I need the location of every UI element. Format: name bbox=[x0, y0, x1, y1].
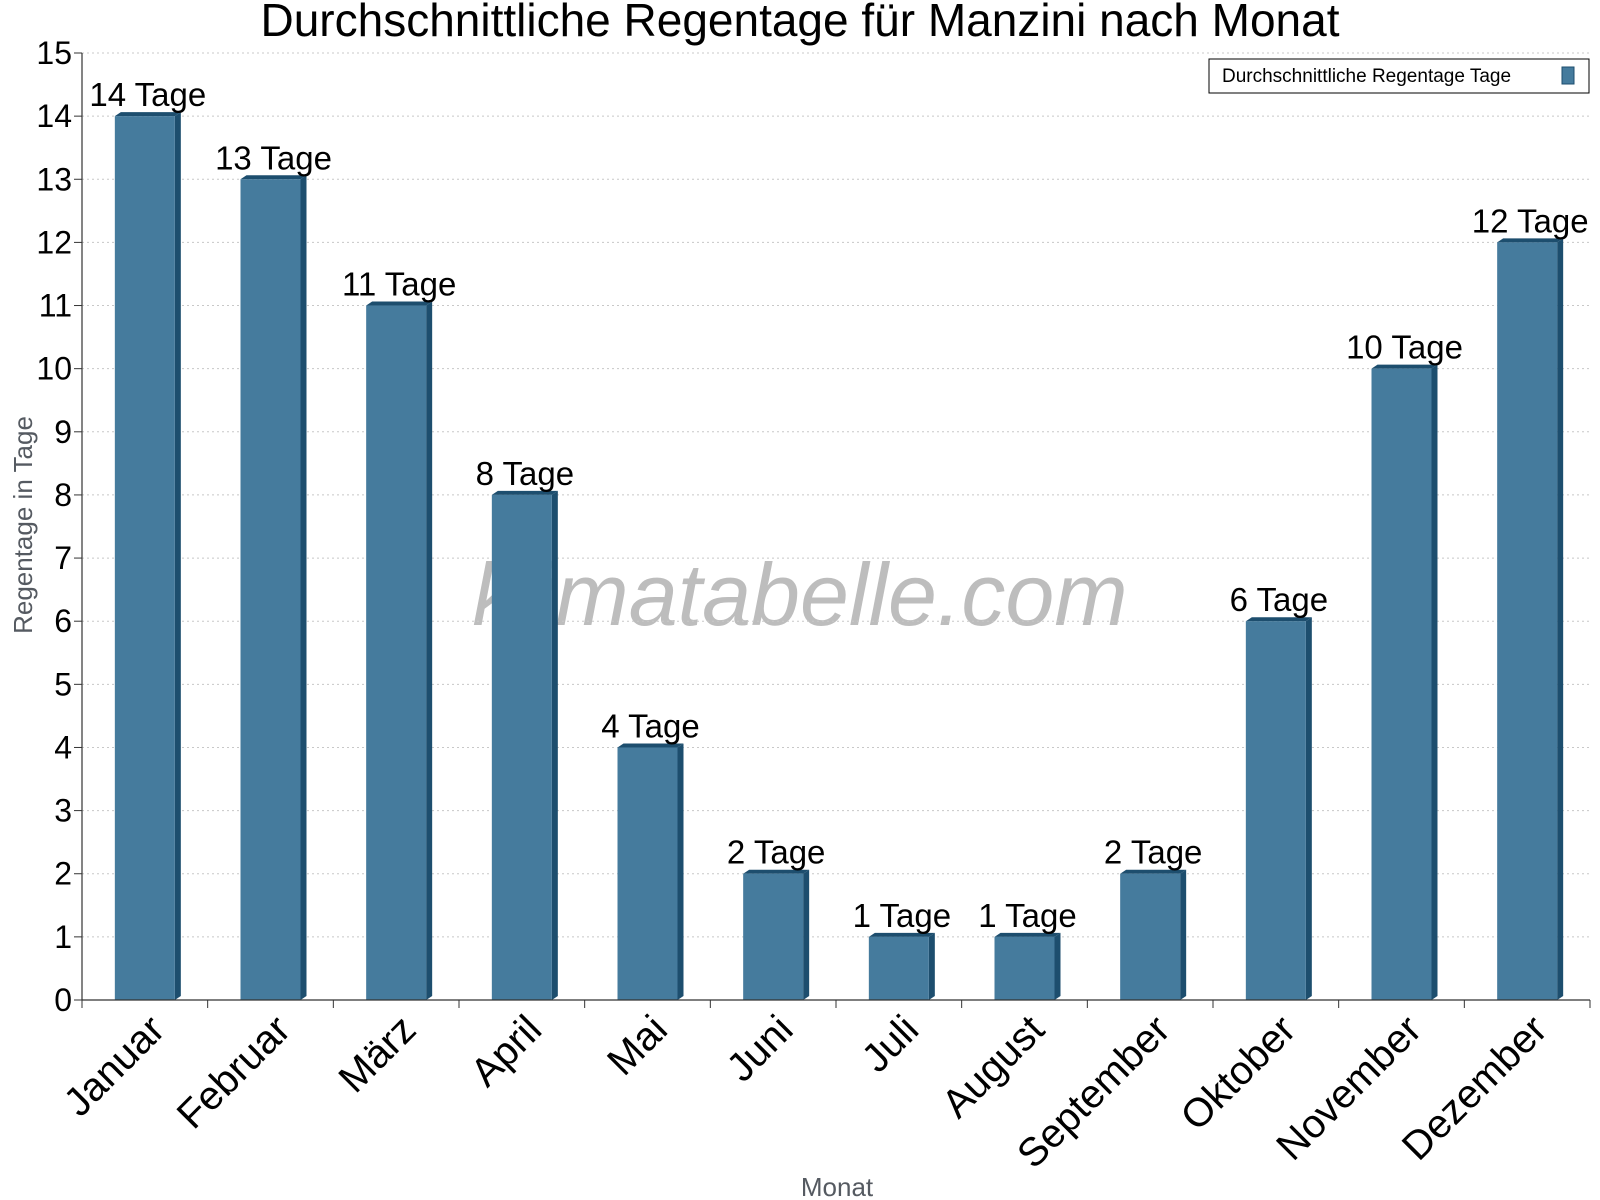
data-label: 4 Tage bbox=[601, 707, 699, 744]
bar bbox=[114, 116, 175, 1001]
bar bbox=[1245, 621, 1306, 1000]
y-tick-label: 4 bbox=[54, 729, 72, 765]
y-tick-label: 5 bbox=[54, 666, 72, 702]
bar-top bbox=[1245, 617, 1312, 622]
data-label: 8 Tage bbox=[476, 455, 574, 492]
y-tick-label: 12 bbox=[36, 224, 72, 260]
y-tick-label: 6 bbox=[54, 603, 72, 639]
bar-top bbox=[240, 175, 307, 180]
legend: Durchschnittliche Regentage Tage bbox=[1208, 58, 1590, 94]
bar-side bbox=[1180, 869, 1187, 1000]
y-tick-label: 1 bbox=[54, 919, 72, 955]
bar-top bbox=[1120, 869, 1187, 874]
bar-side bbox=[174, 112, 181, 1001]
data-label: 12 Tage bbox=[1472, 202, 1589, 239]
legend-box bbox=[1208, 58, 1590, 94]
data-label: 14 Tage bbox=[89, 76, 206, 113]
bar-side bbox=[1431, 364, 1438, 1001]
x-tick-label: Februar bbox=[169, 1007, 299, 1137]
data-label: 2 Tage bbox=[1104, 834, 1202, 871]
y-tick-label: 14 bbox=[36, 98, 72, 134]
data-label: 2 Tage bbox=[727, 834, 825, 871]
bar-side bbox=[1305, 617, 1312, 1000]
x-tick-label: Januar bbox=[56, 1007, 174, 1125]
bar bbox=[617, 747, 678, 1000]
x-tick-label: Juli bbox=[854, 1007, 928, 1081]
bar-top bbox=[868, 932, 935, 937]
bar-top bbox=[1371, 364, 1438, 369]
x-tick-label: August bbox=[934, 1007, 1053, 1126]
bar-side bbox=[426, 301, 433, 1000]
y-axis-title: Regentage in Tage bbox=[8, 416, 38, 634]
bar bbox=[743, 873, 804, 1000]
x-tick-label: Oktober bbox=[1172, 1007, 1304, 1139]
data-label: 13 Tage bbox=[215, 139, 332, 176]
bar-top bbox=[994, 932, 1061, 937]
y-tick-label: 8 bbox=[54, 477, 72, 513]
bar-side bbox=[300, 175, 307, 1000]
bar-top bbox=[366, 301, 433, 306]
axes bbox=[74, 52, 1591, 1008]
bar bbox=[1120, 873, 1181, 1000]
bar-side bbox=[1054, 932, 1061, 1000]
bar-top bbox=[1497, 238, 1564, 243]
bar-side bbox=[551, 490, 558, 1000]
y-tick-label: 11 bbox=[39, 288, 72, 324]
y-tick-label: 0 bbox=[54, 982, 72, 1018]
y-tick-label: 3 bbox=[54, 793, 72, 829]
y-tick-label: 13 bbox=[36, 161, 72, 197]
watermark: klimatabelle.com bbox=[472, 545, 1127, 644]
gridlines bbox=[82, 52, 1590, 938]
y-tick-label: 2 bbox=[54, 856, 72, 892]
bar bbox=[868, 936, 929, 1000]
bar-side bbox=[1557, 238, 1564, 1000]
y-tick-label: 10 bbox=[36, 351, 72, 387]
bar-side bbox=[803, 869, 810, 1000]
bar-side bbox=[928, 932, 935, 1000]
bar bbox=[366, 305, 427, 1000]
bar-top bbox=[114, 112, 181, 117]
bar-top bbox=[491, 490, 558, 495]
y-tick-label: 15 bbox=[36, 35, 72, 71]
bar bbox=[994, 936, 1055, 1000]
data-label: 1 Tage bbox=[853, 897, 951, 934]
bar bbox=[240, 179, 301, 1000]
legend-swatch bbox=[1561, 66, 1575, 85]
chart-title: Durchschnittliche Regentage für Manzini … bbox=[260, 0, 1339, 46]
data-label: 1 Tage bbox=[978, 897, 1076, 934]
bar-top bbox=[617, 743, 684, 748]
bar-side bbox=[677, 743, 684, 1000]
bar bbox=[491, 494, 552, 1000]
bar-top bbox=[743, 869, 810, 874]
y-tick-label: 9 bbox=[54, 414, 72, 450]
x-tick-label: Juni bbox=[719, 1007, 802, 1090]
data-label: 11 Tage bbox=[342, 266, 456, 303]
legend-label: Durchschnittliche Regentage Tage bbox=[1222, 66, 1511, 87]
bars bbox=[114, 112, 1564, 1001]
bar bbox=[1497, 242, 1558, 1000]
bar bbox=[1371, 368, 1432, 1001]
data-label: 10 Tage bbox=[1346, 329, 1463, 366]
x-tick-label: März bbox=[331, 1007, 425, 1101]
x-tick-label: Mai bbox=[599, 1007, 676, 1084]
data-label: 6 Tage bbox=[1230, 581, 1328, 618]
y-tick-label: 7 bbox=[54, 540, 72, 576]
x-axis-title: Monat bbox=[801, 1172, 874, 1200]
x-tick-label: April bbox=[462, 1007, 550, 1095]
